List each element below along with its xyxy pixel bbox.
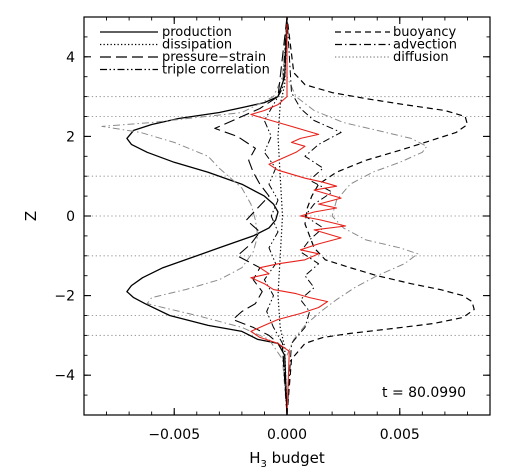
series-dissipation [277,16,288,416]
y-tick-label: −2 [54,289,75,305]
legend-label: pressure−strain [162,50,266,65]
legend-label: diffusion [393,50,449,65]
series-triple-correlation [263,16,288,416]
legend-label: triple correlation [162,63,270,78]
x-tick-label: 0.000 [267,427,307,443]
x-axis-label-subscript: 3 [260,459,266,470]
series-pressure-strain [214,16,288,416]
axis-ticks: −0.005 0.000 0.005 −4 −2 0 2 4 [54,16,491,443]
legend-label: buoyancy [393,25,456,40]
x-axis-label: H3 budget [249,449,325,470]
x-tick-label: −0.005 [148,427,200,443]
x-tick-label: 0.005 [380,427,420,443]
y-tick-label: 0 [66,209,75,225]
legend-label: dissipation [162,38,232,53]
legend: productiondissipationpressure−straintrip… [100,25,457,78]
y-tick-label: −4 [54,368,75,384]
x-axis-label-main: H [249,449,260,467]
legend-label: advection [393,38,457,53]
y-axis-label: Z [22,211,40,221]
series-sum [250,17,347,416]
x-axis-label-suffix: budget [267,449,325,467]
legend-label: production [162,25,232,40]
reference-lines [84,96,490,336]
series-layer [101,16,475,416]
series-advection [286,16,342,416]
series-diffusion-right [286,76,428,356]
annotation-time: t = 80.0990 [382,385,466,401]
y-tick-label: 4 [66,50,75,66]
series-production [126,16,288,416]
y-tick-label: 2 [66,129,75,145]
series-buoyancy [286,16,475,416]
